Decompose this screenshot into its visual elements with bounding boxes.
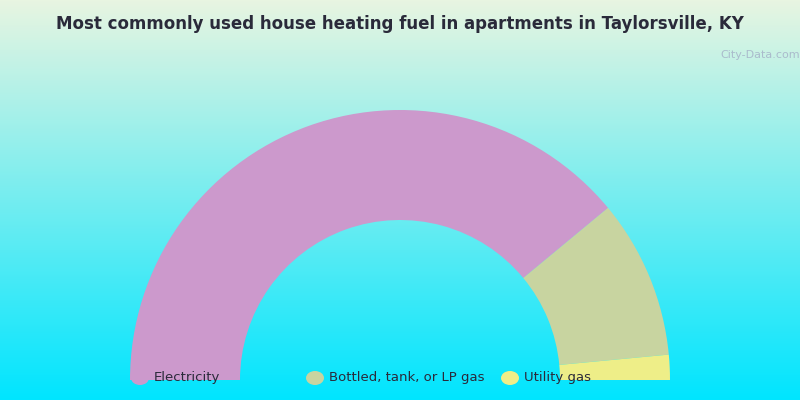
- Wedge shape: [523, 208, 669, 365]
- Wedge shape: [130, 110, 608, 380]
- Ellipse shape: [306, 371, 324, 385]
- Text: Utility gas: Utility gas: [524, 372, 591, 384]
- Text: Most commonly used house heating fuel in apartments in Taylorsville, KY: Most commonly used house heating fuel in…: [56, 15, 744, 33]
- Text: Electricity: Electricity: [154, 372, 220, 384]
- Text: Bottled, tank, or LP gas: Bottled, tank, or LP gas: [329, 372, 485, 384]
- Ellipse shape: [131, 371, 149, 385]
- Text: City-Data.com: City-Data.com: [720, 50, 800, 60]
- Wedge shape: [559, 354, 670, 380]
- Ellipse shape: [501, 371, 519, 385]
